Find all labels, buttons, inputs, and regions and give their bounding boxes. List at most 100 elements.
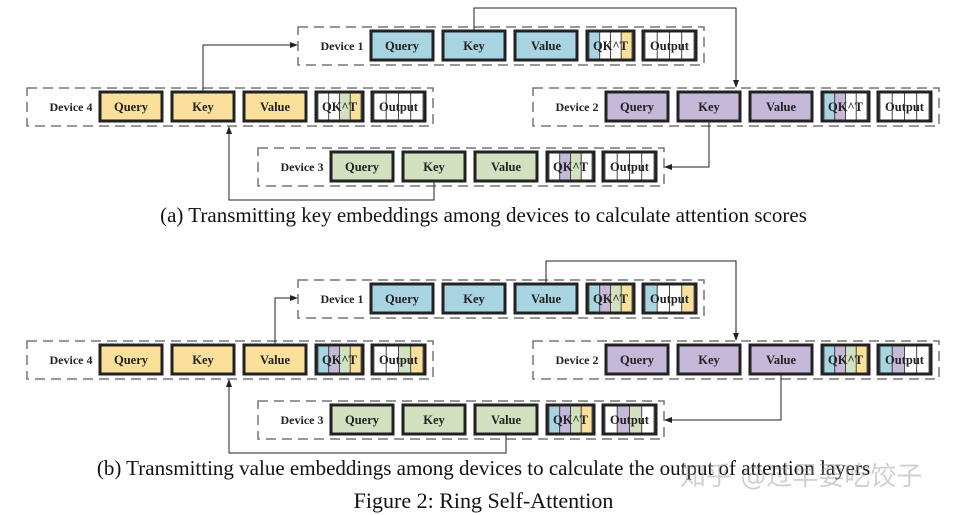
block-label: Output: [379, 353, 419, 367]
key-block: Key: [170, 90, 236, 123]
key-block: Key: [170, 343, 236, 376]
query-block: Query: [98, 90, 164, 123]
device-2-group: Device 2 Query Key Value QK^T Output: [532, 340, 940, 380]
block-border: [98, 343, 164, 376]
query-block: Query: [369, 282, 435, 315]
block-border: [401, 403, 467, 436]
block-label: Key: [192, 353, 214, 367]
block-label: Key: [698, 353, 720, 367]
block-border: [473, 150, 539, 183]
device-label: Device 4: [50, 353, 93, 367]
qkt-block: QK^T: [820, 343, 871, 376]
qkt-block: QK^T: [314, 343, 365, 376]
block-label: Output: [650, 292, 690, 306]
device-container: [532, 87, 940, 127]
block-label: Key: [463, 292, 485, 306]
block-border: [513, 29, 579, 62]
output-block: Output: [876, 90, 933, 123]
value-block: Value: [513, 282, 579, 315]
block-border: [170, 343, 236, 376]
block-label: QK^T: [553, 160, 589, 174]
block-border: [329, 150, 395, 183]
output-block: Output: [641, 282, 698, 315]
key-block: Key: [676, 90, 742, 123]
block-border: [369, 29, 435, 62]
query-block: Query: [604, 90, 670, 123]
block-label: QK^T: [553, 413, 589, 427]
block-label: Value: [491, 160, 522, 174]
block-label: Value: [531, 39, 562, 53]
block-label: Value: [260, 353, 291, 367]
output-block: Output: [601, 150, 658, 183]
block-label: Query: [345, 160, 380, 174]
device-label: Device 3: [281, 160, 324, 174]
block-label: QK^T: [828, 100, 864, 114]
block-border: [601, 150, 658, 183]
block-border: [98, 90, 164, 123]
block-border: [369, 282, 435, 315]
block-border: [601, 403, 658, 436]
key-block: Key: [676, 343, 742, 376]
device-4-group: Device 4 Query Key Value QK^T Output: [26, 340, 434, 380]
block-border: [604, 343, 670, 376]
block-label: Value: [766, 353, 797, 367]
block-border: [820, 90, 871, 123]
block-label: Value: [531, 292, 562, 306]
arrow-device1-to-device2: [545, 260, 739, 341]
block-border: [441, 282, 507, 315]
arrow-device1-to-device2: [473, 7, 739, 88]
block-border: [641, 29, 698, 62]
key-block: Key: [441, 282, 507, 315]
block-label: Output: [885, 100, 925, 114]
device-label: Device 1: [321, 292, 364, 306]
block-border: [401, 150, 467, 183]
value-block: Value: [473, 403, 539, 436]
block-border: [545, 150, 596, 183]
block-border: [876, 90, 933, 123]
output-block: Output: [641, 29, 698, 62]
device-container: [297, 279, 705, 319]
value-block: Value: [242, 90, 308, 123]
device-label: Device 4: [50, 100, 93, 114]
block-label: QK^T: [322, 353, 358, 367]
device-container: [532, 340, 940, 380]
block-border: [748, 90, 814, 123]
qkt-block: QK^T: [545, 150, 596, 183]
block-label: Output: [379, 100, 419, 114]
caption-a: (a) Transmitting key embeddings among de…: [160, 203, 807, 227]
value-block: Value: [748, 90, 814, 123]
panel-b: Device 1 Query Key Value QK^T Output Device 2 Q…: [26, 260, 940, 454]
qkt-block: QK^T: [820, 90, 871, 123]
block-label: Query: [385, 292, 420, 306]
output-block: Output: [370, 90, 427, 123]
key-block: Key: [401, 403, 467, 436]
device-label: Device 3: [281, 413, 324, 427]
device-1-group: Device 1 Query Key Value QK^T Output: [297, 26, 705, 66]
qkt-block: QK^T: [314, 90, 365, 123]
arrow-device3-to-device4: [226, 379, 507, 454]
value-block: Value: [513, 29, 579, 62]
key-block: Key: [441, 29, 507, 62]
block-label: Key: [698, 100, 720, 114]
block-label: Output: [610, 413, 650, 427]
block-label: Key: [423, 413, 445, 427]
block-label: Value: [491, 413, 522, 427]
arrow-device2-to-device3: [664, 374, 782, 423]
watermark: 知乎 @过早要吃饺子: [680, 462, 923, 492]
panel-a: Device 1 Query Key Value QK^T Output Device 2 Q…: [26, 7, 940, 201]
arrow-device4-to-device1: [202, 42, 298, 92]
block-label: Output: [650, 39, 690, 53]
figure-caption: Figure 2: Ring Self-Attention: [353, 488, 614, 513]
block-label: QK^T: [593, 292, 629, 306]
key-block: Key: [401, 150, 467, 183]
block-border: [585, 282, 636, 315]
block-border: [820, 343, 871, 376]
block-label: Key: [423, 160, 445, 174]
block-label: QK^T: [828, 353, 864, 367]
block-label: Output: [885, 353, 925, 367]
caption-b: (b) Transmitting value embeddings among …: [96, 456, 871, 480]
block-border: [370, 90, 427, 123]
qkt-block: QK^T: [585, 29, 636, 62]
block-label: Query: [620, 353, 655, 367]
block-border: [314, 90, 365, 123]
